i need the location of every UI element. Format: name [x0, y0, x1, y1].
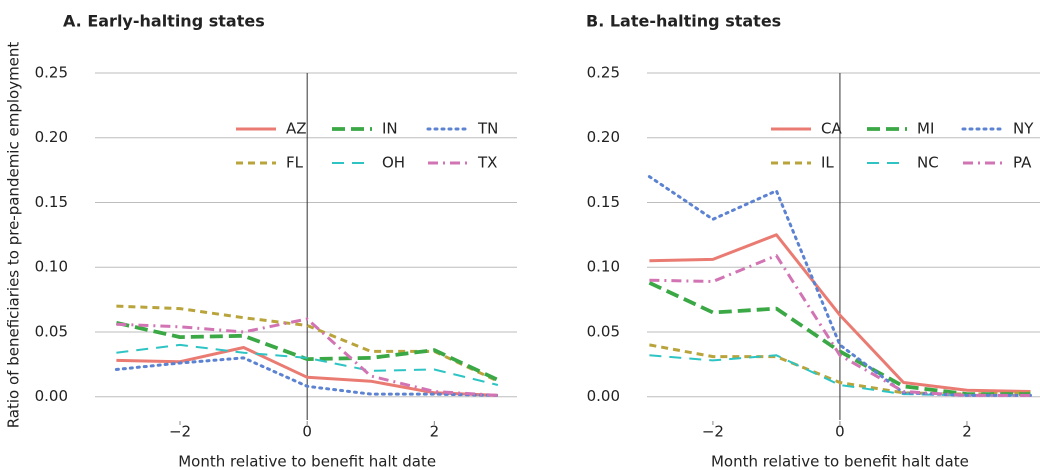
- x-tick-label: 2: [430, 423, 440, 441]
- legend-label: NY: [1013, 120, 1034, 138]
- y-tick-label: 0.20: [35, 128, 68, 146]
- y-tick-label: 0.05: [587, 322, 620, 340]
- legend-label: TN: [477, 120, 498, 138]
- series-line: [649, 254, 1031, 397]
- legend-label: OH: [382, 154, 405, 172]
- x-tick-label: 2: [962, 423, 972, 441]
- x-axis-label: Month relative to benefit halt date: [178, 453, 436, 470]
- y-tick-label: 0.15: [587, 193, 620, 211]
- legend-label: NC: [917, 154, 939, 172]
- legend-label: AZ: [286, 120, 307, 138]
- legend-label: IN: [382, 120, 398, 138]
- y-tick-label: 0.10: [587, 258, 620, 276]
- series-line: [649, 233, 1031, 393]
- x-tick-label: −2: [702, 423, 724, 441]
- legend-label: TX: [477, 154, 497, 172]
- x-tick-label: −2: [169, 423, 191, 441]
- y-tick-label: 0.00: [587, 387, 620, 405]
- y-tick-label: 0.05: [35, 322, 68, 340]
- series-line: [647, 175, 1032, 397]
- legend-label: PA: [1013, 154, 1032, 172]
- y-tick-label: 0.20: [587, 128, 620, 146]
- legend-label: CA: [821, 120, 842, 138]
- x-tick-label: 0: [835, 423, 845, 441]
- y-tick-label: 0.25: [35, 64, 68, 82]
- y-tick-label: 0.10: [35, 258, 68, 276]
- series-line: [114, 356, 500, 397]
- y-axis-label: Ratio of beneficiaries to pre-pandemic e…: [5, 42, 23, 429]
- legend-label: IL: [821, 154, 834, 172]
- series-line: [116, 343, 499, 386]
- panel-title: A. Early-halting states: [63, 12, 265, 31]
- series-line: [116, 317, 498, 397]
- y-tick-label: 0.15: [35, 193, 68, 211]
- series-line: [115, 321, 499, 382]
- panel-title: B. Late-halting states: [586, 12, 781, 31]
- legend-label: MI: [917, 120, 934, 138]
- legend-label: FL: [286, 154, 304, 172]
- y-tick-label: 0.25: [587, 64, 620, 82]
- x-axis-label: Month relative to benefit halt date: [711, 453, 969, 470]
- y-tick-label: 0.00: [35, 387, 68, 405]
- x-tick-label: 0: [302, 423, 312, 441]
